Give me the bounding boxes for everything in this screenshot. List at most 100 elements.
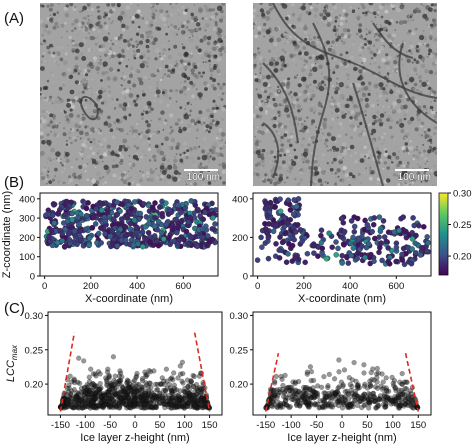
- tomogram-speckle: [146, 175, 150, 179]
- tomogram-speckle: [180, 62, 183, 65]
- scatter-point: [181, 237, 187, 243]
- tomogram-speckle: [186, 87, 191, 91]
- tomogram-particle: [78, 42, 84, 48]
- tomogram-speckle: [86, 6, 91, 10]
- tomogram-speckle: [97, 60, 99, 62]
- scatter-point: [369, 228, 375, 235]
- tomogram-speckle: [133, 56, 137, 60]
- tomogram-speckle: [123, 79, 126, 82]
- tomogram-speckle: [109, 57, 112, 60]
- tomogram-speckle: [82, 17, 84, 19]
- tomogram-left-texture: [40, 3, 226, 186]
- tomogram-speckle: [141, 15, 144, 18]
- tomogram-speckle: [184, 146, 187, 148]
- scatter-point: [158, 229, 165, 236]
- scatter-point: [155, 242, 162, 249]
- tomogram-speckle: [166, 74, 171, 78]
- scatter-point: [377, 244, 383, 251]
- tomogram-speckle: [168, 96, 172, 100]
- tomogram-speckle: [130, 167, 133, 170]
- tomogram-speckle: [76, 114, 80, 118]
- scatter-point: [78, 237, 84, 244]
- tomogram-speckle: [175, 89, 179, 92]
- tomogram-speckle: [135, 40, 139, 44]
- tomogram-speckle: [74, 43, 79, 48]
- tomogram-speckle: [221, 162, 226, 167]
- tomogram-speckle: [129, 130, 131, 132]
- tomogram-speckle: [61, 163, 64, 167]
- tomogram-speckle: [153, 170, 156, 173]
- tomogram-speckle: [82, 163, 88, 168]
- tomogram-speckle: [135, 54, 139, 58]
- tomogram-speckle: [85, 36, 88, 40]
- tomogram-speckle: [89, 132, 92, 135]
- tomogram-speckle: [133, 129, 139, 134]
- tomogram-speckle: [87, 99, 92, 105]
- tomogram-speckle: [221, 107, 226, 112]
- tomogram-speckle: [41, 109, 46, 114]
- tomogram-particle: [217, 37, 223, 43]
- tomogram-speckle: [136, 43, 139, 46]
- tomogram-speckle: [163, 73, 167, 76]
- x-tick-label: 200: [83, 281, 99, 292]
- tomogram-speckle: [260, 158, 265, 163]
- tomogram-speckle: [136, 98, 139, 101]
- tomogram-particle: [109, 128, 114, 132]
- tomogram-speckle: [91, 93, 93, 96]
- tomogram-speckle: [52, 81, 54, 83]
- scatter-point: [199, 234, 205, 241]
- tomogram-speckle: [120, 133, 123, 136]
- tomogram-speckle: [52, 74, 54, 77]
- tomogram-speckle: [71, 41, 76, 45]
- tomogram-speckle: [98, 79, 101, 82]
- tomogram-speckle: [129, 45, 133, 48]
- tomogram-speckle: [61, 171, 64, 173]
- scatter-point: [196, 397, 202, 404]
- scatter-point: [51, 201, 58, 208]
- y-tick-label: 400: [19, 194, 35, 205]
- tomogram-speckle: [59, 57, 64, 62]
- scatter-point: [154, 387, 160, 393]
- tomogram-speckle: [86, 178, 90, 182]
- scatter-point: [156, 399, 163, 406]
- tomogram-speckle: [153, 19, 157, 23]
- tomogram-speckle: [197, 173, 202, 177]
- tomogram-speckle: [402, 40, 404, 43]
- tomogram-speckle: [133, 99, 137, 104]
- tomogram-speckle: [57, 42, 61, 46]
- scatter-point: [110, 382, 116, 388]
- tomogram-speckle: [212, 86, 217, 91]
- tomogram-speckle: [68, 178, 73, 183]
- tomogram-speckle: [170, 23, 173, 27]
- scatter-point: [114, 242, 121, 249]
- tomogram-speckle: [86, 3, 91, 7]
- tomogram-speckle: [147, 148, 151, 151]
- tomogram-speckle: [173, 44, 178, 49]
- tomogram-speckle: [158, 67, 162, 71]
- scatter-point: [339, 252, 345, 259]
- scatter-point: [171, 370, 177, 376]
- tomogram-speckle: [46, 110, 49, 113]
- tomogram-speckle: [45, 178, 48, 181]
- scatter-point: [132, 398, 138, 404]
- tomogram-speckle: [93, 59, 97, 63]
- scatter-point: [123, 386, 129, 392]
- tomogram-speckle: [218, 73, 221, 75]
- tomogram-speckle: [185, 155, 189, 160]
- scatter-point: [262, 240, 269, 246]
- scatter-point: [166, 206, 173, 213]
- scatter-point: [178, 218, 185, 224]
- tomogram-speckle: [169, 89, 173, 93]
- tomogram-speckle: [201, 17, 204, 20]
- tomogram-speckle: [41, 23, 47, 28]
- tomogram-speckle: [71, 50, 75, 53]
- tomogram-particle: [205, 124, 210, 129]
- x-tick-label: -50: [103, 420, 117, 431]
- scatter-point: [391, 229, 398, 235]
- tomogram-speckle: [198, 27, 202, 31]
- tomogram-speckle: [111, 135, 116, 140]
- scatter-point: [76, 401, 82, 407]
- tomogram-speckle: [221, 3, 226, 7]
- tomogram-speckle: [40, 150, 45, 156]
